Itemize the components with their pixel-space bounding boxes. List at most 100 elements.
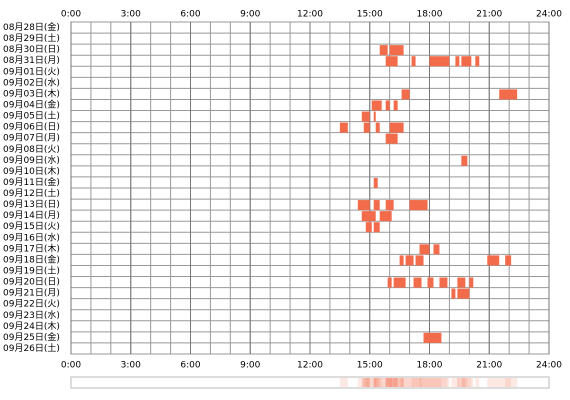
density-block: [393, 378, 406, 387]
density-block: [405, 378, 414, 387]
density-block: [373, 378, 380, 387]
activity-block: [379, 211, 392, 222]
x-tick-label: 12:00: [297, 361, 323, 371]
density-block: [409, 378, 428, 387]
x-tick-label: 9:00: [240, 10, 260, 20]
activity-block: [499, 89, 518, 100]
activity-block: [505, 255, 512, 266]
activity-block: [389, 45, 404, 56]
activity-block: [399, 255, 404, 266]
y-tick-label: 09月23日(水): [3, 309, 60, 321]
y-tick-label: 09月02日(水): [3, 76, 60, 88]
activity-block: [385, 133, 398, 144]
y-tick-label: 09月18日(金): [3, 253, 60, 265]
x-tick-label: 21:00: [476, 361, 502, 371]
activity-block: [457, 288, 470, 299]
density-block: [389, 378, 404, 387]
density-block: [423, 378, 442, 387]
activity-block: [469, 277, 474, 288]
density-block: [389, 378, 404, 387]
y-tick-label: 09月20日(日): [3, 277, 60, 288]
density-block: [387, 378, 392, 387]
y-tick-label: 09月04日(金): [3, 99, 60, 111]
x-tick-label: 3:00: [121, 361, 141, 371]
activity-block: [363, 122, 370, 133]
density-block: [385, 378, 398, 387]
x-tick-label: 15:00: [357, 361, 383, 371]
density-block: [461, 378, 468, 387]
density-block: [455, 378, 460, 387]
activity-block: [475, 56, 480, 67]
density-block: [475, 378, 480, 387]
density-block: [365, 378, 372, 387]
y-tick-label: 09月24日(木): [3, 320, 60, 332]
density-block: [427, 378, 434, 387]
y-tick-label: 09月19日(土): [3, 265, 60, 277]
activity-block: [389, 122, 404, 133]
density-block: [385, 378, 398, 387]
activity-block: [361, 211, 376, 222]
density-block: [373, 378, 378, 387]
activity-block: [405, 255, 414, 266]
y-tick-label: 09月25日(金): [3, 331, 60, 343]
density-block: [505, 378, 512, 387]
x-tick-label: 18:00: [417, 10, 443, 20]
y-tick-label: 08月31日(月): [3, 55, 60, 66]
activity-block: [429, 56, 450, 67]
density-block: [361, 378, 370, 387]
y-tick-label: 09月06日(日): [3, 122, 60, 133]
density-block: [373, 378, 380, 387]
activity-block: [409, 200, 428, 211]
y-tick-label: 09月08日(火): [3, 144, 60, 155]
activity-block: [433, 244, 440, 255]
y-tick-label: 09月07日(月): [3, 133, 60, 144]
activity-block: [401, 89, 410, 100]
activity-block: [423, 332, 442, 343]
x-tick-label: 18:00: [417, 361, 443, 371]
density-block: [461, 378, 472, 387]
activity-block: [385, 56, 398, 67]
activity-block: [415, 255, 424, 266]
activity-block: [373, 222, 380, 233]
density-block: [401, 378, 410, 387]
y-tick-label: 09月15日(火): [3, 221, 60, 232]
activity-block: [455, 56, 460, 67]
activity-block: [419, 244, 430, 255]
y-tick-label: 09月26日(土): [3, 342, 60, 354]
density-block: [385, 378, 390, 387]
density-block: [363, 378, 370, 387]
density-block: [439, 378, 448, 387]
activity-block: [393, 277, 406, 288]
density-block: [399, 378, 404, 387]
density-block: [433, 378, 440, 387]
activity-block: [375, 122, 380, 133]
activity-block: [487, 255, 500, 266]
y-tick-label: 09月17日(木): [3, 242, 60, 254]
y-tick-label: 08月28日(金): [3, 21, 60, 33]
x-tick-label: 21:00: [476, 10, 502, 20]
y-tick-label: 09月13日(日): [3, 199, 60, 210]
y-tick-label: 09月05日(土): [3, 110, 60, 122]
density-block: [357, 378, 370, 387]
density-block: [451, 378, 456, 387]
activity-block: [373, 177, 378, 188]
density-block: [371, 378, 382, 387]
activity-block: [413, 277, 422, 288]
activity-block: [361, 111, 370, 122]
density-block: [413, 378, 422, 387]
activity-block: [461, 155, 468, 166]
y-tick-label: 09月01日(火): [3, 66, 60, 77]
activity-block: [411, 56, 416, 67]
activity-block: [339, 122, 348, 133]
activity-block: [385, 200, 394, 211]
density-block: [457, 378, 470, 387]
y-tick-label: 09月21日(月): [3, 288, 60, 299]
activity-block: [357, 200, 370, 211]
activity-block: [385, 100, 390, 111]
y-tick-label: 09月22日(火): [3, 299, 60, 310]
density-block: [411, 378, 416, 387]
activity-block: [365, 222, 372, 233]
y-tick-label: 09月12日(土): [3, 187, 60, 199]
activity-block: [387, 277, 392, 288]
